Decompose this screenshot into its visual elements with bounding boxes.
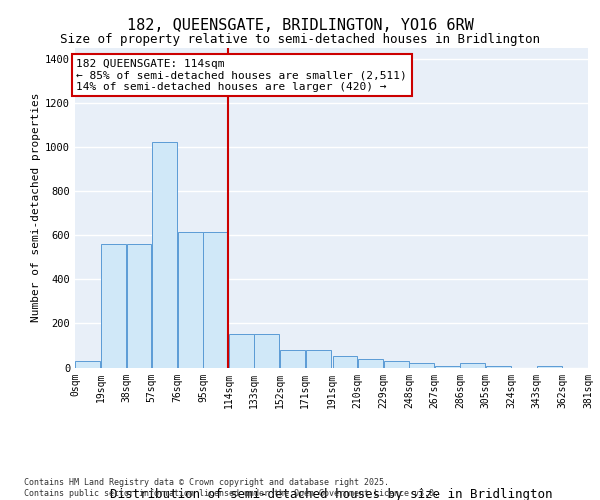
Bar xyxy=(409,363,434,368)
Bar xyxy=(254,334,280,368)
Bar xyxy=(127,244,151,368)
Bar xyxy=(280,350,305,368)
Bar xyxy=(332,356,358,368)
Bar xyxy=(76,361,100,368)
Bar xyxy=(358,360,383,368)
Bar xyxy=(152,142,177,368)
Bar xyxy=(101,244,126,368)
Bar xyxy=(435,366,460,368)
Bar xyxy=(203,232,228,368)
Bar xyxy=(486,366,511,368)
Bar xyxy=(460,363,485,368)
X-axis label: Distribution of semi-detached houses by size in Bridlington: Distribution of semi-detached houses by … xyxy=(110,488,553,500)
Bar xyxy=(306,350,331,368)
Text: 182, QUEENSGATE, BRIDLINGTON, YO16 6RW: 182, QUEENSGATE, BRIDLINGTON, YO16 6RW xyxy=(127,18,473,32)
Text: Size of property relative to semi-detached houses in Bridlington: Size of property relative to semi-detach… xyxy=(60,32,540,46)
Text: Contains HM Land Registry data © Crown copyright and database right 2025.
Contai: Contains HM Land Registry data © Crown c… xyxy=(24,478,439,498)
Bar xyxy=(229,334,254,368)
Text: 182 QUEENSGATE: 114sqm
← 85% of semi-detached houses are smaller (2,511)
14% of : 182 QUEENSGATE: 114sqm ← 85% of semi-det… xyxy=(76,58,407,92)
Y-axis label: Number of semi-detached properties: Number of semi-detached properties xyxy=(31,93,41,322)
Bar xyxy=(537,366,562,368)
Bar xyxy=(178,232,203,368)
Bar xyxy=(383,361,409,368)
